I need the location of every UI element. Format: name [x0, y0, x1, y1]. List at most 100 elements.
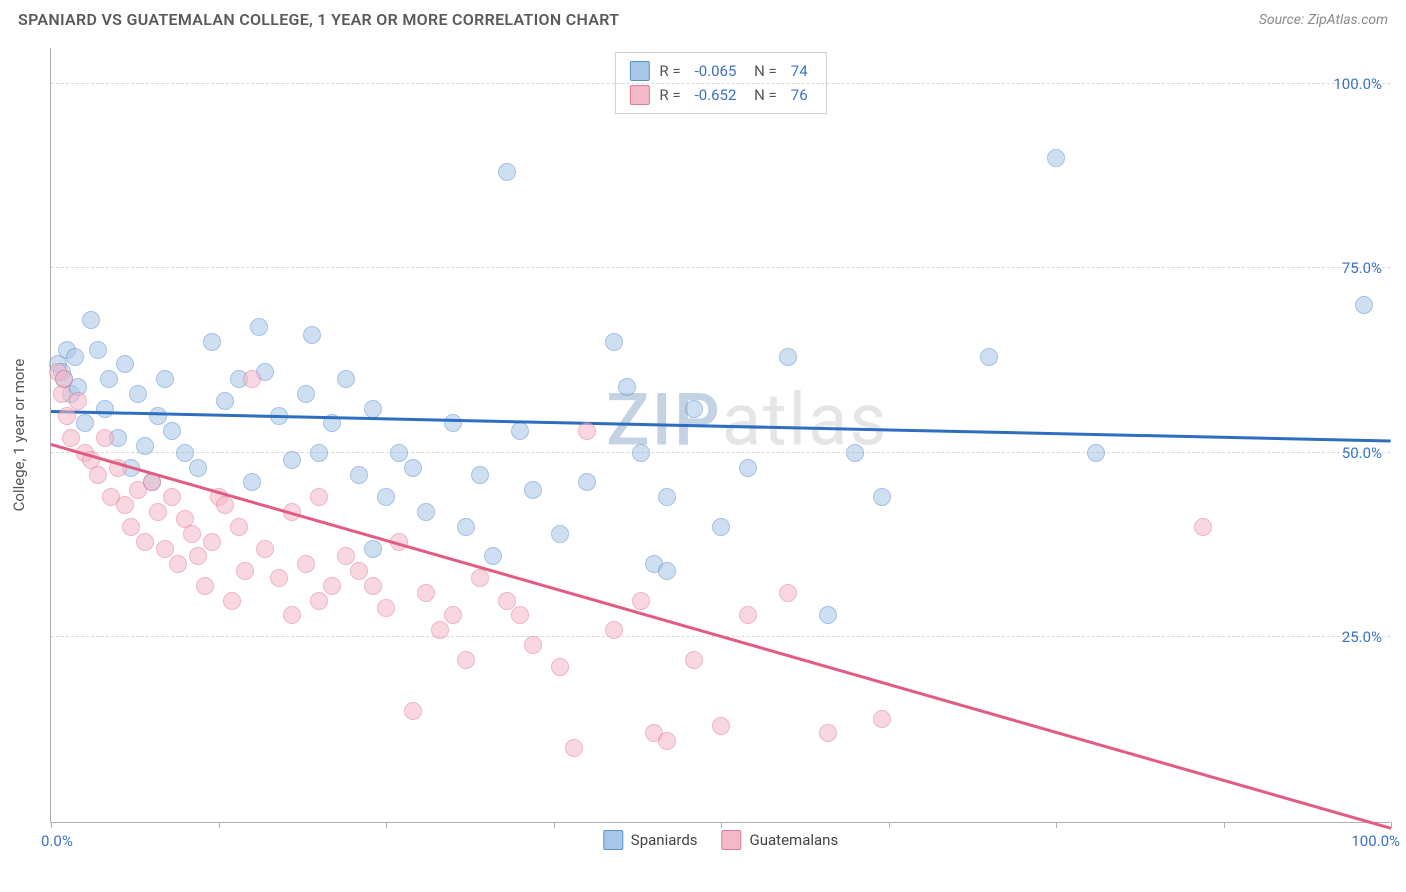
- data-point: [350, 466, 368, 484]
- data-point: [69, 392, 87, 410]
- chart-title: SPANIARD VS GUATEMALAN COLLEGE, 1 YEAR O…: [18, 10, 619, 29]
- data-point: [819, 724, 837, 742]
- data-point: [980, 348, 998, 366]
- swatch-spaniards-icon: [603, 830, 623, 850]
- data-point: [457, 518, 475, 536]
- data-point: [873, 488, 891, 506]
- data-point: [270, 569, 288, 587]
- data-point: [471, 466, 489, 484]
- scatter-chart: College, 1 year or more 0.0% 100.0% ZIPa…: [50, 48, 1390, 823]
- data-point: [129, 385, 147, 403]
- data-point: [739, 606, 757, 624]
- data-point: [511, 422, 529, 440]
- data-point: [444, 606, 462, 624]
- gridline: [51, 267, 1390, 268]
- swatch-guatemalans: [629, 85, 649, 105]
- data-point: [846, 444, 864, 462]
- data-point: [337, 370, 355, 388]
- data-point: [524, 481, 542, 499]
- data-point: [283, 451, 301, 469]
- legend-row-spaniards: R = -0.065 N = 74: [629, 59, 811, 83]
- x-axis-max-label: 100.0%: [1351, 832, 1400, 850]
- data-point: [176, 444, 194, 462]
- data-point: [498, 163, 516, 181]
- x-tick: [219, 822, 220, 828]
- data-point: [156, 370, 174, 388]
- data-point: [243, 473, 261, 491]
- data-point: [310, 444, 328, 462]
- y-tick-label: 50.0%: [1342, 444, 1382, 462]
- gridline: [51, 83, 1390, 84]
- x-tick: [1056, 822, 1057, 828]
- data-point: [62, 429, 80, 447]
- data-point: [96, 400, 114, 418]
- y-axis-label: College, 1 year or more: [10, 359, 28, 512]
- data-point: [96, 429, 114, 447]
- data-point: [82, 311, 100, 329]
- data-point: [350, 562, 368, 580]
- data-point: [404, 459, 422, 477]
- data-point: [216, 392, 234, 410]
- data-point: [779, 584, 797, 602]
- data-point: [303, 326, 321, 344]
- data-point: [658, 732, 676, 750]
- data-point: [223, 592, 241, 610]
- data-point: [632, 444, 650, 462]
- data-point: [116, 496, 134, 514]
- data-point: [524, 636, 542, 654]
- data-point: [417, 503, 435, 521]
- data-point: [163, 488, 181, 506]
- data-point: [404, 702, 422, 720]
- data-point: [1047, 149, 1065, 167]
- x-tick: [721, 822, 722, 828]
- data-point: [444, 414, 462, 432]
- data-point: [1355, 296, 1373, 314]
- data-point: [323, 577, 341, 595]
- data-point: [243, 370, 261, 388]
- data-point: [203, 533, 221, 551]
- data-point: [779, 348, 797, 366]
- y-tick-label: 25.0%: [1342, 628, 1382, 646]
- data-point: [605, 333, 623, 351]
- y-tick-label: 100.0%: [1333, 75, 1382, 93]
- data-point: [658, 562, 676, 580]
- data-point: [310, 488, 328, 506]
- data-point: [578, 422, 596, 440]
- data-point: [89, 466, 107, 484]
- data-point: [498, 592, 516, 610]
- data-point: [55, 370, 73, 388]
- data-point: [169, 555, 187, 573]
- data-point: [364, 400, 382, 418]
- data-point: [189, 547, 207, 565]
- legend-item-guatemalans: Guatemalans: [722, 830, 839, 850]
- data-point: [66, 348, 84, 366]
- data-point: [712, 717, 730, 735]
- data-point: [551, 525, 569, 543]
- data-point: [377, 599, 395, 617]
- data-point: [337, 547, 355, 565]
- data-point: [484, 547, 502, 565]
- data-point: [100, 370, 118, 388]
- series-legend: Spaniards Guatemalans: [603, 830, 838, 850]
- data-point: [156, 540, 174, 558]
- data-point: [283, 606, 301, 624]
- data-point: [250, 318, 268, 336]
- data-point: [297, 385, 315, 403]
- data-point: [632, 592, 650, 610]
- data-point: [256, 540, 274, 558]
- gridline: [51, 452, 1390, 453]
- data-point: [203, 333, 221, 351]
- data-point: [685, 651, 703, 669]
- data-point: [122, 518, 140, 536]
- x-axis-min-label: 0.0%: [41, 832, 73, 850]
- data-point: [136, 533, 154, 551]
- x-tick: [554, 822, 555, 828]
- x-tick: [51, 822, 52, 828]
- data-point: [136, 437, 154, 455]
- data-point: [216, 496, 234, 514]
- trend-line: [51, 410, 1391, 442]
- data-point: [511, 606, 529, 624]
- data-point: [76, 414, 94, 432]
- data-point: [189, 459, 207, 477]
- data-point: [149, 503, 167, 521]
